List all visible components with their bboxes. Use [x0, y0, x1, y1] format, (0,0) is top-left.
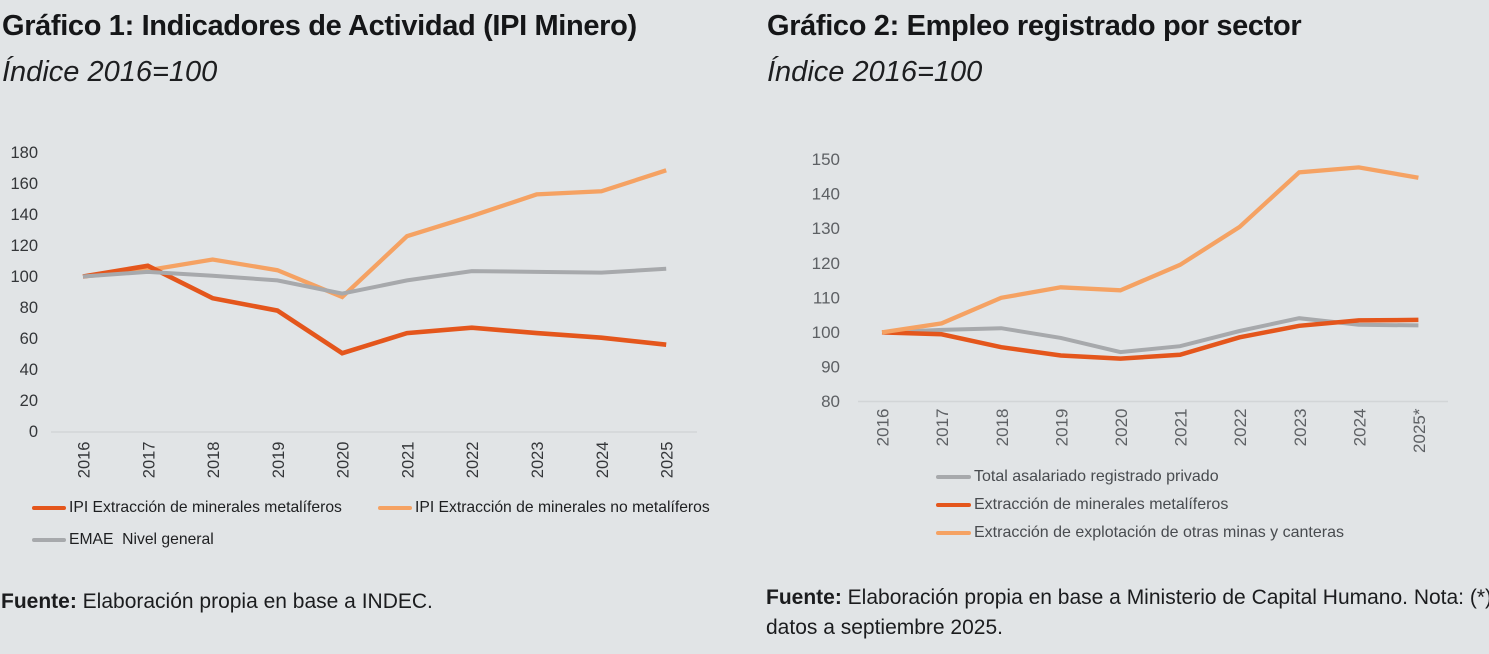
svg-text:2022: 2022: [464, 442, 482, 479]
svg-text:2018: 2018: [993, 409, 1012, 447]
svg-text:2020: 2020: [1112, 409, 1131, 447]
svg-text:160: 160: [10, 175, 38, 193]
svg-text:60: 60: [20, 330, 38, 348]
svg-text:110: 110: [813, 288, 840, 307]
svg-text:20: 20: [20, 392, 38, 410]
svg-text:90: 90: [821, 358, 840, 377]
svg-text:150: 150: [812, 150, 840, 169]
svg-text:2019: 2019: [270, 442, 288, 479]
svg-text:2025*: 2025*: [1410, 408, 1429, 453]
svg-text:2017: 2017: [140, 442, 158, 479]
svg-text:2024: 2024: [1350, 409, 1369, 447]
svg-text:40: 40: [20, 361, 38, 379]
svg-text:100: 100: [10, 268, 38, 286]
svg-text:2016: 2016: [76, 442, 94, 479]
svg-text:2023: 2023: [529, 442, 547, 479]
svg-text:180: 180: [10, 144, 38, 162]
svg-text:80: 80: [821, 392, 840, 411]
svg-text:2021: 2021: [400, 442, 418, 479]
svg-text:0: 0: [29, 423, 38, 441]
svg-text:2022: 2022: [1231, 409, 1250, 447]
svg-text:2016: 2016: [874, 409, 893, 447]
svg-text:120: 120: [10, 237, 38, 255]
svg-text:2025: 2025: [659, 442, 677, 479]
svg-text:2020: 2020: [335, 442, 353, 479]
svg-text:2017: 2017: [933, 409, 952, 447]
svg-text:2024: 2024: [594, 442, 612, 479]
svg-text:130: 130: [812, 219, 840, 238]
svg-text:100: 100: [812, 323, 840, 342]
svg-text:140: 140: [812, 185, 840, 204]
svg-text:2019: 2019: [1052, 409, 1071, 447]
svg-text:2021: 2021: [1172, 409, 1191, 447]
svg-text:140: 140: [10, 206, 38, 224]
svg-text:2018: 2018: [205, 442, 223, 479]
svg-text:2023: 2023: [1291, 409, 1310, 447]
svg-text:120: 120: [812, 254, 840, 273]
svg-text:80: 80: [20, 299, 38, 317]
